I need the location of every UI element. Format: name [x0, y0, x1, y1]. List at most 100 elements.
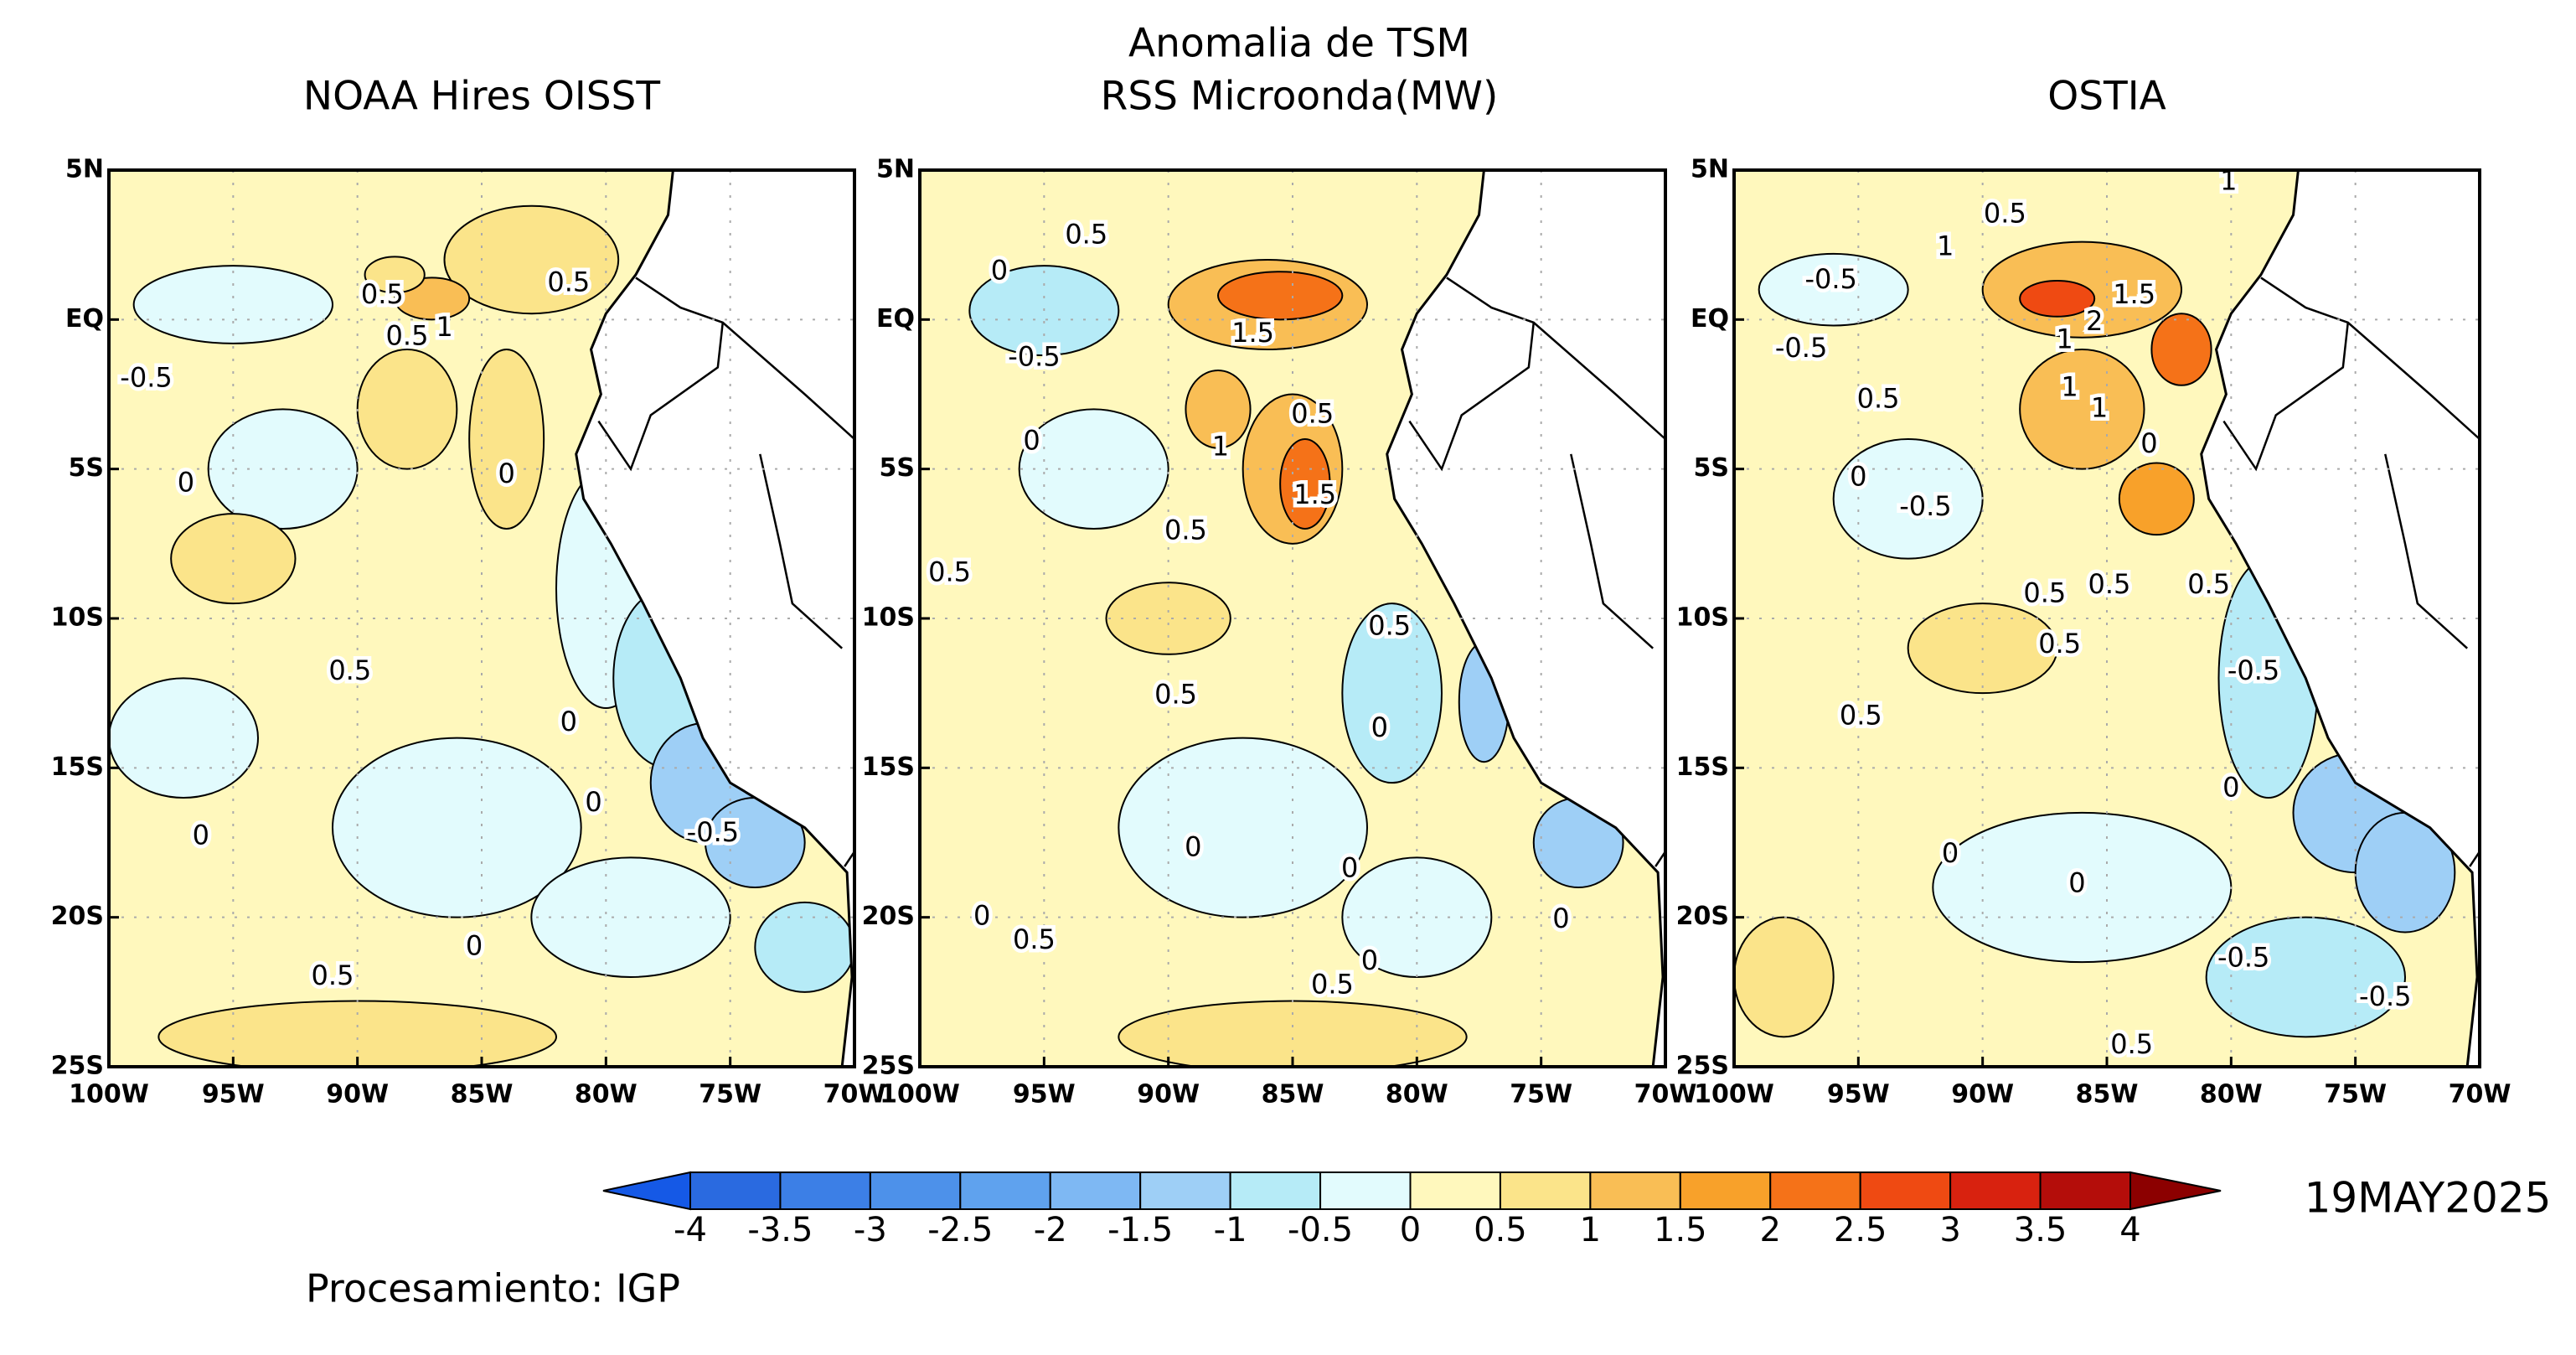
lon-label: 70W	[823, 1080, 886, 1109]
lon-label: 100W	[1694, 1080, 1774, 1109]
land	[2200, 170, 2480, 1067]
contour-label: 0.5	[2023, 577, 2066, 608]
colorbar-box	[689, 1171, 782, 1210]
lat-label: EQ	[1691, 304, 1729, 334]
contour-label: 0	[1850, 460, 1866, 492]
anomaly-area	[443, 204, 620, 315]
colorbar-box	[1679, 1171, 1772, 1210]
anomaly-area	[170, 513, 297, 605]
border	[2222, 322, 2350, 472]
contour-label: 1.5	[1293, 478, 1336, 510]
contour-label: 0.5	[928, 556, 971, 588]
contour-label: 0	[1552, 902, 1569, 934]
contour-label: 0.5	[361, 278, 404, 310]
lon-label: 75W	[1510, 1080, 1572, 1109]
contour-label: 1	[1212, 431, 1229, 463]
panel-title: OSTIA	[2047, 74, 2166, 120]
colorbar-box	[869, 1171, 962, 1210]
colorbar-box	[1229, 1171, 1322, 1210]
anomaly-area	[1217, 271, 1344, 321]
contour-label: 0.5	[547, 266, 590, 298]
contour-label: -0.5	[1008, 341, 1060, 373]
colorbar-label: 2	[1760, 1211, 1781, 1249]
lat-label: 5S	[880, 453, 915, 483]
lon-label: 75W	[2324, 1080, 2387, 1109]
contour-label: 0	[1361, 944, 1378, 976]
colorbar-end	[2129, 1171, 2222, 1211]
border	[1408, 322, 1536, 472]
lat-label: 25S	[1676, 1052, 1729, 1081]
anomaly-area	[132, 265, 334, 344]
anomaly-area	[754, 901, 854, 993]
colorbar-label: -1	[1214, 1211, 1247, 1249]
lon-label: 70W	[1634, 1080, 1697, 1109]
contour-label: 0	[973, 900, 990, 932]
lat-label: 15S	[51, 752, 104, 782]
contour-label: 0	[498, 458, 514, 489]
anomaly-area	[332, 737, 582, 918]
colorbar-box	[1589, 1171, 1681, 1210]
lat-label: 20S	[1676, 902, 1729, 931]
contour-label: 0.5	[1164, 515, 1207, 546]
anomaly-area	[356, 349, 458, 470]
contour-label: 0	[991, 254, 1008, 286]
contour-label: 0.5	[2088, 568, 2131, 600]
anomaly-area	[1185, 369, 1252, 449]
contour-label: 2	[2086, 305, 2103, 337]
contour-label: 0	[193, 819, 209, 851]
border	[2384, 453, 2469, 649]
contour-label: 0.5	[1984, 198, 2026, 230]
anomaly-area	[2019, 279, 2096, 318]
contour-label: 1	[436, 311, 452, 343]
lon-label: 75W	[699, 1080, 761, 1109]
lat-label: 5N	[65, 155, 104, 184]
contour-label: -0.5	[2228, 654, 2279, 686]
anomaly-area	[2118, 462, 2195, 536]
lat-label: 5S	[1694, 453, 1729, 483]
lon-label: 80W	[1386, 1080, 1448, 1109]
contour-label: 1	[2061, 370, 2078, 402]
colorbar-end	[602, 1171, 691, 1211]
contour-label: 1.5	[1231, 317, 1274, 349]
contour-label: -0.5	[120, 362, 172, 394]
lon-label: 95W	[1013, 1080, 1076, 1109]
colorbar-label: -1.5	[1107, 1211, 1173, 1249]
anomaly-area	[2150, 313, 2212, 386]
lat-label: 25S	[862, 1052, 915, 1081]
credit: Procesamiento: IGP	[306, 1266, 680, 1311]
colorbar-label: 2.5	[1834, 1211, 1887, 1249]
lon-label: 90W	[326, 1080, 389, 1109]
anomaly-area	[1734, 916, 1835, 1038]
lat-label: 5N	[876, 155, 915, 184]
contour-label: 1	[2056, 323, 2073, 354]
contour-label: -0.5	[1775, 332, 1827, 364]
contour-label: 0.5	[2038, 628, 2081, 659]
border	[1570, 453, 1655, 649]
contour-label: 0	[1371, 711, 1388, 743]
lat-label: 10S	[51, 603, 104, 633]
anomaly-area	[207, 408, 359, 530]
colorbar-label: -2.5	[927, 1211, 993, 1249]
anomaly-area	[2019, 349, 2145, 470]
contour-label: 0.5	[2110, 1028, 2153, 1060]
lon-label: 100W	[880, 1080, 960, 1109]
anomaly-area	[364, 256, 426, 294]
colorbar-label: 1.5	[1654, 1211, 1707, 1249]
contour-label: -0.5	[2217, 942, 2269, 974]
contour-label: 0.5	[2187, 568, 2230, 600]
colorbar-box	[2039, 1171, 2131, 1210]
contour-label: 0.5	[328, 654, 371, 686]
anomaly-area	[1105, 582, 1231, 655]
contour-label: 0	[466, 929, 483, 961]
colorbar-box	[1409, 1171, 1501, 1210]
lon-label: 85W	[2076, 1080, 2139, 1109]
colorbar-box	[1499, 1171, 1592, 1210]
contour-label: 0	[560, 706, 577, 737]
panel-title: NOAA Hires OISST	[303, 74, 660, 120]
anomaly-area	[1758, 252, 1909, 327]
lon-label: 95W	[202, 1080, 265, 1109]
colorbar-label: 4	[2119, 1211, 2140, 1249]
lon-label: 80W	[2200, 1080, 2263, 1109]
contour-label: 0	[1341, 852, 1358, 884]
